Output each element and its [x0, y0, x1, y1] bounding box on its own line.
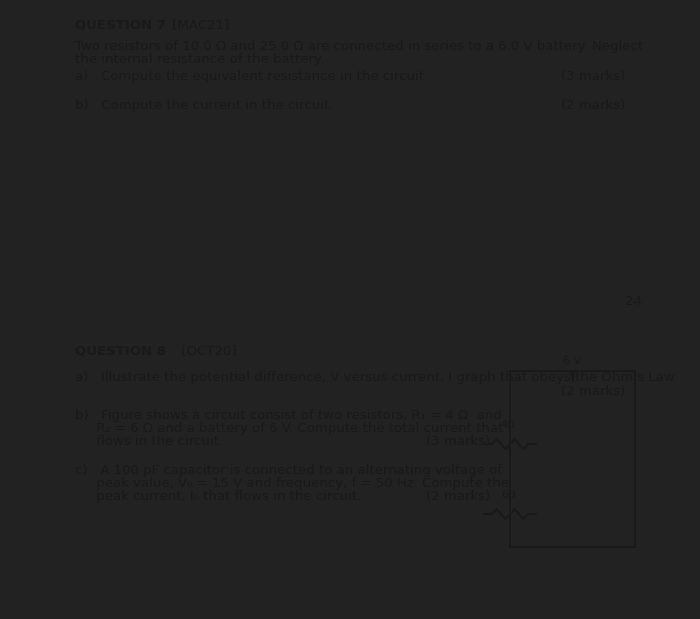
Text: (3 marks): (3 marks): [426, 435, 490, 448]
Text: QUESTION 8: QUESTION 8: [75, 344, 166, 357]
Text: b)   Compute the current in the circuit.: b) Compute the current in the circuit.: [75, 98, 333, 111]
Text: a)   Compute the equivalent resistance in the circuit.: a) Compute the equivalent resistance in …: [75, 71, 428, 84]
Text: flows in the circuit.: flows in the circuit.: [75, 435, 223, 448]
Text: a)   Illustrate the potential difference, V versus current, I graph that obeys t: a) Illustrate the potential difference, …: [75, 371, 678, 384]
Text: [MAC21]: [MAC21]: [168, 18, 230, 31]
Text: (2 marks): (2 marks): [561, 98, 625, 111]
Text: [OCT20]: [OCT20]: [177, 344, 237, 357]
Text: c)   A 100 pF capacitor is connected to an alternating voltage of: c) A 100 pF capacitor is connected to an…: [75, 464, 502, 477]
Text: Two resistors of 10.0 Ω and 25.0 Ω are connected in series to a 6.0 V battery. N: Two resistors of 10.0 Ω and 25.0 Ω are c…: [75, 40, 643, 53]
Text: (2 marks): (2 marks): [426, 490, 490, 503]
Text: 6 V: 6 V: [564, 356, 582, 366]
Text: b)   Figure shows a circuit consist of two resistors, R₁ = 4 Ω  and: b) Figure shows a circuit consist of two…: [75, 409, 502, 422]
Text: (3 marks): (3 marks): [561, 71, 625, 84]
Text: (2 marks): (2 marks): [561, 385, 625, 398]
Text: peak current, I₀ that flows in the circuit.: peak current, I₀ that flows in the circu…: [75, 490, 361, 503]
Text: 24: 24: [625, 295, 642, 308]
Text: QUESTION 7: QUESTION 7: [75, 18, 166, 31]
Text: 6Ω: 6Ω: [500, 490, 515, 500]
Text: peak value, V₀ = 15 V and frequency, f = 50 Hz. Compute the: peak value, V₀ = 15 V and frequency, f =…: [75, 477, 509, 490]
Text: R₂ = 6 Ω and a battery of 6 V. Compute the total current that: R₂ = 6 Ω and a battery of 6 V. Compute t…: [75, 422, 503, 435]
Text: the internal resistance of the battery.: the internal resistance of the battery.: [75, 53, 324, 66]
Text: 4Ω: 4Ω: [500, 420, 515, 430]
